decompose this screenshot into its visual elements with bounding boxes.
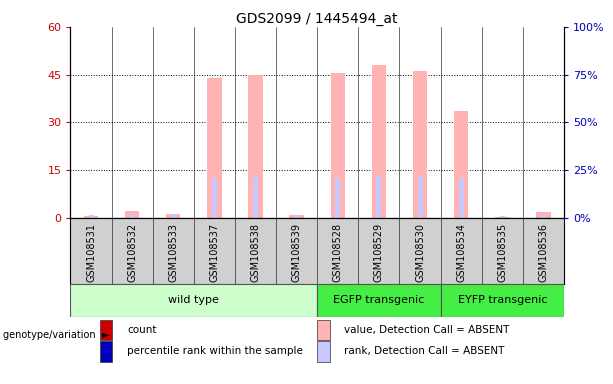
Bar xyxy=(413,71,427,218)
Bar xyxy=(376,175,381,218)
Bar xyxy=(459,178,463,218)
Text: rank, Detection Call = ABSENT: rank, Detection Call = ABSENT xyxy=(345,346,504,356)
Text: count: count xyxy=(128,325,157,335)
Bar xyxy=(84,217,98,218)
Text: value, Detection Call = ABSENT: value, Detection Call = ABSENT xyxy=(345,325,510,335)
Bar xyxy=(207,78,222,218)
Bar xyxy=(248,74,263,218)
Bar xyxy=(318,284,441,316)
Bar xyxy=(495,217,509,218)
Text: GSM108534: GSM108534 xyxy=(456,223,466,282)
Text: GSM108530: GSM108530 xyxy=(415,223,425,282)
Text: GSM108538: GSM108538 xyxy=(251,223,261,282)
Text: GSM108536: GSM108536 xyxy=(538,223,549,282)
Text: genotype/variation  ►: genotype/variation ► xyxy=(3,330,110,340)
Bar xyxy=(318,319,330,341)
Title: GDS2099 / 1445494_at: GDS2099 / 1445494_at xyxy=(237,12,398,26)
Bar xyxy=(454,111,468,218)
Bar xyxy=(541,215,546,218)
Text: GSM108537: GSM108537 xyxy=(210,223,219,282)
Bar xyxy=(70,284,318,316)
Text: GSM108532: GSM108532 xyxy=(127,223,137,282)
Bar xyxy=(289,215,304,218)
Text: percentile rank within the sample: percentile rank within the sample xyxy=(128,346,303,356)
Text: GSM108531: GSM108531 xyxy=(86,223,96,282)
Bar xyxy=(335,178,340,218)
Bar xyxy=(89,215,94,218)
Bar xyxy=(441,284,564,316)
Bar xyxy=(371,65,386,218)
Bar xyxy=(417,177,422,218)
Text: wild type: wild type xyxy=(169,295,219,305)
Bar xyxy=(318,341,330,362)
Text: EGFP transgenic: EGFP transgenic xyxy=(333,295,425,305)
Bar xyxy=(212,178,217,218)
Text: GSM108533: GSM108533 xyxy=(169,223,178,282)
Text: GSM108535: GSM108535 xyxy=(497,223,508,282)
Text: EYFP transgenic: EYFP transgenic xyxy=(457,295,547,305)
Bar xyxy=(536,212,550,218)
Bar xyxy=(500,217,504,218)
Bar xyxy=(171,215,176,218)
Text: GSM108528: GSM108528 xyxy=(333,223,343,282)
Text: GSM108529: GSM108529 xyxy=(374,223,384,282)
Bar xyxy=(253,177,258,218)
Text: GSM108539: GSM108539 xyxy=(292,223,302,282)
Bar xyxy=(330,73,345,218)
Bar xyxy=(130,214,135,218)
Bar xyxy=(166,214,180,218)
Bar xyxy=(100,319,112,341)
Bar xyxy=(100,341,112,362)
Bar xyxy=(125,211,139,218)
Bar xyxy=(294,215,299,218)
